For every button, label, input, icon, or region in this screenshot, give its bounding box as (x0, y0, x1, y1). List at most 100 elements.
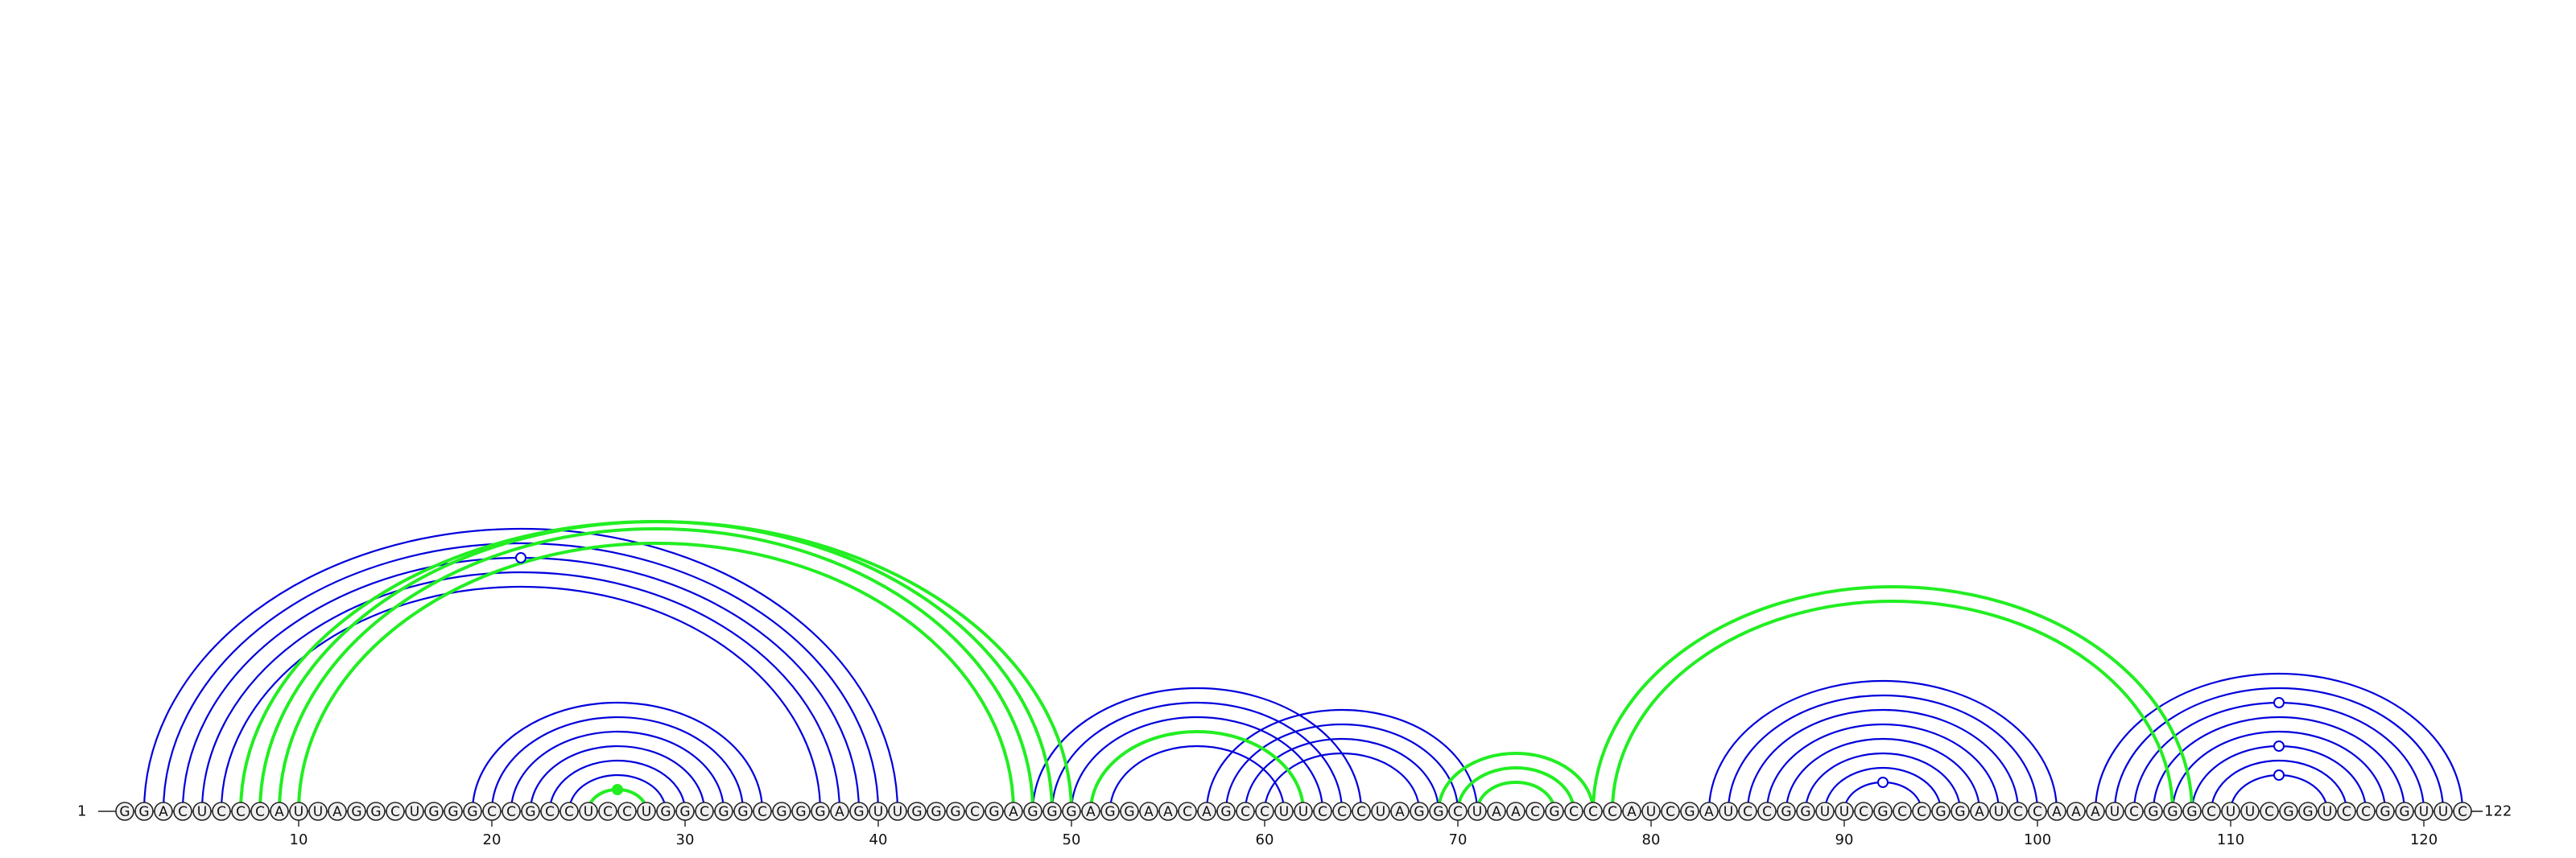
nucleotide-21 (502, 802, 521, 821)
nucleotide-letter-46: G (989, 804, 999, 820)
nucleotide-82 (1680, 802, 1699, 821)
nucleotide-letter-120: U (2419, 804, 2429, 820)
nucleotide-104 (2105, 802, 2124, 821)
nucleotide-letter-74: C (1530, 804, 1540, 820)
nucleotide-69 (1429, 802, 1448, 821)
nucleotide-75 (1545, 802, 1564, 821)
blue-arc-89-95 (1823, 766, 1942, 812)
nucleotide-38 (830, 802, 849, 821)
nucleotide-92 (1873, 802, 1893, 821)
nucleotide-letter-26: C (603, 804, 613, 820)
nucleotide-48 (1023, 802, 1042, 821)
nucleotide-118 (2376, 802, 2395, 821)
nucleotide-letter-104: U (2110, 804, 2120, 820)
nucleotide-83 (1699, 802, 1719, 821)
nucleotide-94 (1912, 802, 1931, 821)
nucleotide-letter-52: G (1104, 804, 1115, 820)
nucleotide-letter-40: U (873, 804, 883, 820)
nucleotide-letter-95: G (1935, 804, 1946, 820)
nucleotide-letter-67: A (1395, 804, 1405, 820)
nucleotide-letter-35: G (776, 804, 786, 820)
nucleotide-letter-20: C (487, 804, 497, 820)
nucleotide-letter-47: A (1009, 804, 1018, 820)
nucleotide-57 (1197, 802, 1216, 821)
nucleotide-letter-91: C (1859, 804, 1868, 820)
nucleotide-letter-27: C (622, 804, 632, 820)
nucleotide-8 (250, 802, 270, 821)
blue-arc-109-116 (2210, 759, 2348, 812)
nucleotide-letter-115: U (2322, 804, 2332, 820)
nucleotide-letter-5: U (197, 804, 207, 820)
nucleotide-89 (1815, 802, 1835, 821)
nucleotide-letter-19: G (467, 804, 477, 820)
nucleotide-letter-49: G (1046, 804, 1057, 820)
nucleotide-31 (695, 802, 714, 821)
nucleotide-letter-60: C (1260, 804, 1269, 820)
blue-arc-22-31 (529, 745, 706, 812)
nucleotide-letter-57: A (1202, 804, 1212, 820)
nucleotide-56 (1178, 802, 1197, 821)
green-arc-77-108 (1591, 585, 2194, 812)
nucleotide-117 (2356, 802, 2376, 821)
tick-label-90: 90 (1835, 831, 1854, 848)
blue-arc-19-34 (471, 701, 764, 812)
nucleotide-71 (1468, 802, 1487, 821)
nucleotide-letter-102: A (2071, 804, 2081, 820)
nucleotide-27 (617, 802, 637, 821)
arcs-layer (142, 520, 2464, 812)
blue-arc-104-121 (2113, 687, 2445, 812)
nucleotide-17 (424, 802, 444, 821)
nucleotide-letter-119: G (2399, 804, 2409, 820)
nucleotide-45 (965, 802, 985, 821)
nucleotide-95 (1931, 802, 1951, 821)
labels-layer: 1 122 (77, 803, 2512, 820)
nucleotide-letter-65: C (1356, 804, 1366, 820)
nucleotide-88 (1796, 802, 1815, 821)
nucleotide-3 (154, 802, 173, 821)
nucleotide-letter-10: U (294, 804, 303, 820)
nucleotide-115 (2318, 802, 2337, 821)
nucleotide-letter-82: G (1684, 804, 1695, 820)
tick-label-60: 60 (1256, 831, 1274, 848)
nucleotide-letter-100: C (2033, 804, 2042, 820)
nucleotide-13 (347, 802, 366, 821)
nucleotide-letter-56: C (1183, 804, 1192, 820)
nucleotide-letter-23: C (545, 804, 555, 820)
nucleotide-5 (192, 802, 212, 821)
nucleotide-121 (2434, 802, 2453, 821)
nucleotide-106 (2144, 802, 2163, 821)
nucleotide-letter-41: U (893, 804, 902, 820)
nucleotide-105 (2124, 802, 2144, 821)
nucleotide-23 (540, 802, 559, 821)
nucleotide-112 (2260, 802, 2279, 821)
nucleotide-letter-3: A (159, 804, 168, 820)
blue-arc-107-118 (2171, 730, 2387, 812)
nucleotide-91 (1854, 802, 1873, 821)
blue-arc-87-97 (1785, 737, 1981, 812)
nucleotide-letter-79: A (1627, 804, 1637, 820)
nucleotide-letter-114: G (2302, 804, 2313, 820)
nucleotide-77 (1583, 802, 1603, 821)
nucleotide-letter-84: U (1724, 804, 1733, 820)
nucleotide-letter-43: G (931, 804, 941, 820)
nucleotide-6 (212, 802, 231, 821)
blue-arc-3-40 (162, 542, 880, 812)
green-arc-9-48 (278, 527, 1034, 812)
blue-arc-21-32 (510, 730, 725, 812)
blue-arc-58-70 (1224, 723, 1459, 812)
blue-arc-84-100 (1727, 694, 2039, 812)
nucleotide-letter-116: C (2342, 804, 2351, 820)
nucleotide-107 (2163, 802, 2182, 821)
nucleotide-letter-83: A (1704, 804, 1714, 820)
nucleotide-63 (1313, 802, 1332, 821)
open-marker-90-94 (1877, 777, 1889, 788)
nucleotide-22 (521, 802, 540, 821)
tick-label-80: 80 (1642, 831, 1661, 848)
nucleotide-34 (753, 802, 772, 821)
nucleotide-letter-2: G (138, 804, 149, 820)
nucleotide-4 (173, 802, 192, 821)
nucleotide-letter-111: U (2245, 804, 2255, 820)
nucleotide-letter-103: A (2091, 804, 2100, 820)
nucleotide-85 (1738, 802, 1757, 821)
green-arc-78-107 (1611, 600, 2174, 812)
